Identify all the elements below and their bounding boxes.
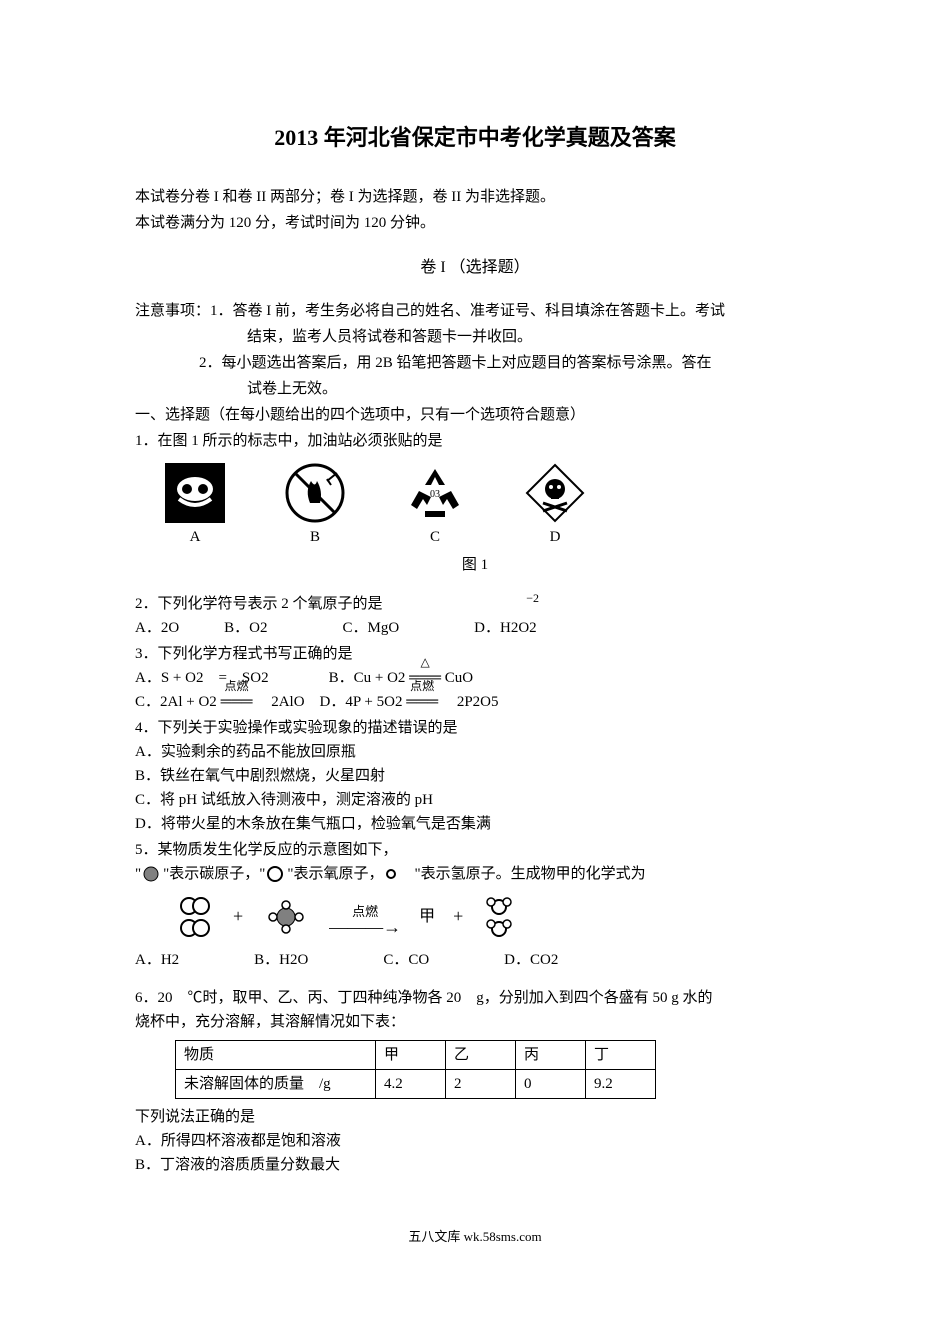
q3c-over2: 点燃 bbox=[410, 677, 434, 696]
q3c-over: 点燃 bbox=[224, 677, 248, 696]
figure-1-c-label: C bbox=[430, 525, 440, 549]
q3c-arrow: 点燃 ═══ bbox=[221, 690, 253, 714]
intro-line-2: 本试卷满分为 120 分，考试时间为 120 分钟。 bbox=[135, 211, 815, 235]
figure-1-a: A bbox=[165, 463, 225, 549]
reaction-diagram: + 点燃 ———→ 甲 + bbox=[175, 896, 815, 938]
hydrogen-atom-icon bbox=[384, 867, 400, 881]
question-3: 3．下列化学方程式书写正确的是 bbox=[135, 642, 815, 666]
question-6-opt-a: A．所得四杯溶液都是饱和溶液 bbox=[135, 1129, 815, 1153]
figure-1-d-label: D bbox=[550, 525, 561, 549]
o2-molecule-2 bbox=[175, 918, 215, 938]
table-row: 物质 甲 乙 丙 丁 bbox=[176, 1040, 656, 1069]
figure-1-b-label: B bbox=[310, 525, 320, 549]
q3c-arrow2: 点燃 ═══ bbox=[406, 690, 438, 714]
ch4-molecule bbox=[261, 899, 311, 935]
mask-icon bbox=[165, 463, 225, 523]
q3a-delta: △ bbox=[420, 653, 429, 672]
table-cell-v4: 9.2 bbox=[586, 1069, 656, 1098]
table-header-c: 丙 bbox=[516, 1040, 586, 1069]
no-fire-icon bbox=[285, 463, 345, 523]
notice-line-2b: 试卷上无效。 bbox=[135, 377, 815, 401]
section-header: 卷 I （选择题） bbox=[135, 255, 815, 281]
plus-2: + bbox=[453, 902, 463, 931]
question-6: 6．20 ℃时，取甲、乙、丙、丁四种纯净物各 20 g，分别加入到四个各盛有 5… bbox=[135, 986, 815, 1010]
reaction-arrow: 点燃 ———→ bbox=[329, 902, 401, 932]
notice-line-2: 2．每小题选出答案后，用 2B 铅笔把答题卡上对应题目的答案标号涂黑。答在 bbox=[135, 351, 815, 375]
table-header-d: 丁 bbox=[586, 1040, 656, 1069]
table-row: 未溶解固体的质量 /g 4.2 2 0 9.2 bbox=[176, 1069, 656, 1098]
figure-1-d: D bbox=[525, 463, 585, 549]
skull-icon bbox=[525, 463, 585, 523]
oxygen-atom-icon bbox=[265, 866, 287, 882]
question-2: 2．下列化学符号表示 2 个氧原子的是 −2 bbox=[135, 589, 815, 616]
question-6-opt-b: B．丁溶液的溶质质量分数最大 bbox=[135, 1153, 815, 1177]
h2o-molecule-1 bbox=[481, 896, 517, 916]
question-4-a: A．实验剩余的药品不能放回原瓶 bbox=[135, 740, 815, 764]
question-4-c: C．将 pH 试纸放入待测液中，测定溶液的 pH bbox=[135, 788, 815, 812]
figure-1-caption: 图 1 bbox=[135, 553, 815, 577]
figure-1-row: A B 03 C D bbox=[165, 463, 815, 549]
figure-1-b: B bbox=[285, 463, 345, 549]
q3c-mid: 2AlO D．4P + 5O2 bbox=[256, 694, 402, 710]
question-5-desc: ""表示碳原子，""表示氧原子， "表示氢原子。生成物甲的化学式为 bbox=[135, 862, 815, 886]
solubility-table: 物质 甲 乙 丙 丁 未溶解固体的质量 /g 4.2 2 0 9.2 bbox=[175, 1040, 656, 1099]
q3a-text: A．S + O2 = SO2 B．Cu + O2 bbox=[135, 670, 405, 686]
h2o-molecule-2 bbox=[481, 918, 517, 938]
q3c-end: 2P2O5 bbox=[442, 694, 499, 710]
product-h2o bbox=[481, 896, 517, 938]
question-5: 5．某物质发生化学反应的示意图如下， bbox=[135, 838, 815, 862]
product-jia: 甲 bbox=[419, 904, 435, 930]
reactant-o2 bbox=[175, 896, 215, 938]
o2-molecule-1 bbox=[175, 896, 215, 916]
notice-line-1b: 结束，监考人员将试卷和答题卡一并收回。 bbox=[135, 325, 815, 349]
plus-1: + bbox=[233, 902, 243, 931]
question-4-d: D．将带火星的木条放在集气瓶口，检验氧气是否集满 bbox=[135, 812, 815, 836]
svg-text:03: 03 bbox=[430, 489, 440, 500]
table-cell-v2: 2 bbox=[446, 1069, 516, 1098]
question-2-sup: −2 bbox=[526, 591, 539, 605]
page-footer: 五八文库 wk.58sms.com bbox=[135, 1227, 815, 1248]
carbon-atom-icon bbox=[141, 866, 163, 882]
notice-line-1: 注意事项：1．答卷 I 前，考生务必将自己的姓名、准考证号、科目填涂在答题卡上。… bbox=[135, 299, 815, 323]
intro-line-1: 本试卷分卷 I 和卷 II 两部分；卷 I 为选择题，卷 II 为非选择题。 bbox=[135, 185, 815, 209]
table-row-label: 未溶解固体的质量 /g bbox=[176, 1069, 376, 1098]
question-6-c: 下列说法正确的是 bbox=[135, 1105, 815, 1129]
question-4: 4．下列关于实验操作或实验现象的描述错误的是 bbox=[135, 716, 815, 740]
arrow-line: ———→ bbox=[329, 923, 401, 932]
figure-1-c: 03 C bbox=[405, 463, 465, 549]
table-header-b: 乙 bbox=[446, 1040, 516, 1069]
q3c-text: C．2Al + O2 bbox=[135, 694, 217, 710]
page-title: 2013 年河北省保定市中考化学真题及答案 bbox=[135, 120, 815, 155]
recycle-icon: 03 bbox=[405, 463, 465, 523]
question-2-text: 2．下列化学符号表示 2 个氧原子的是 bbox=[135, 596, 383, 612]
table-cell-v1: 4.2 bbox=[376, 1069, 446, 1098]
table-header-substance: 物质 bbox=[176, 1040, 376, 1069]
table-header-a: 甲 bbox=[376, 1040, 446, 1069]
q3a-end: CuO bbox=[445, 670, 473, 686]
question-3-line-2: C．2Al + O2 点燃 ═══ 2AlO D．4P + 5O2 点燃 ═══… bbox=[135, 690, 815, 714]
question-2-options: A．2O B．O2 C．MgO D．H2O2 bbox=[135, 616, 815, 640]
question-6-b: 烧杯中，充分溶解，其溶解情况如下表： bbox=[135, 1010, 815, 1034]
figure-1-a-label: A bbox=[190, 525, 201, 549]
table-cell-v3: 0 bbox=[516, 1069, 586, 1098]
question-4-b: B．铁丝在氧气中剧烈燃烧，火星四射 bbox=[135, 764, 815, 788]
question-5-options: A．H2 B．H2O C．CO D．CO2 bbox=[135, 948, 815, 972]
question-section-header: 一、选择题（在每小题给出的四个选项中，只有一个选项符合题意） bbox=[135, 403, 815, 427]
question-1: 1．在图 1 所示的标志中，加油站必须张贴的是 bbox=[135, 429, 815, 453]
